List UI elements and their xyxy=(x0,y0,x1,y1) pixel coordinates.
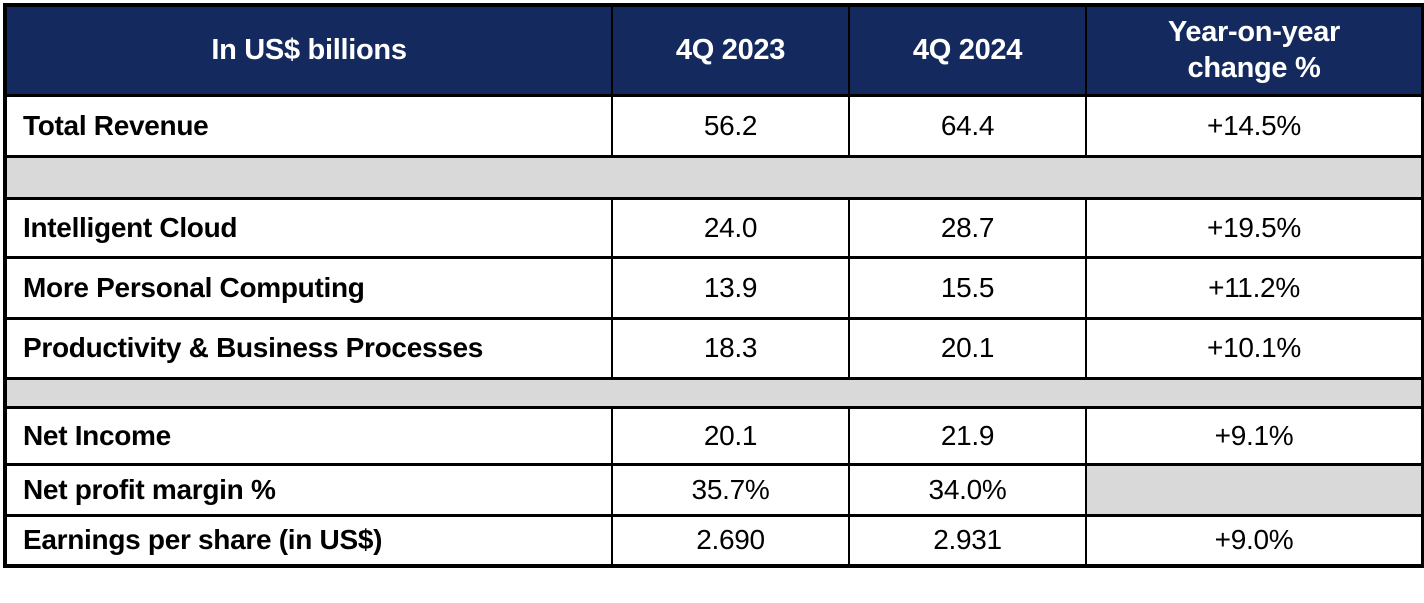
header-yoy-change-label: Year-on-year change % xyxy=(1167,16,1341,85)
header-4q2024: 4Q 2024 xyxy=(848,3,1087,97)
cell-intelligent-cloud-4q2024: 28.7 xyxy=(848,196,1087,259)
spacer-row xyxy=(4,376,1424,409)
row-label-net-income: Net Income xyxy=(4,405,613,466)
cell-earnings-per-share-yoy: +9.0% xyxy=(1085,513,1424,568)
cell-intelligent-cloud-yoy: +19.5% xyxy=(1085,196,1424,259)
cell-net-income-4q2024: 21.9 xyxy=(848,405,1087,466)
header-4q2023: 4Q 2023 xyxy=(611,3,850,97)
row-label-more-personal-computing: More Personal Computing xyxy=(4,255,613,320)
cell-productivity-business-processes-yoy: +10.1% xyxy=(1085,316,1424,380)
row-total-revenue: Total Revenue 56.2 64.4 +14.5% xyxy=(4,93,1424,158)
header-yoy-change: Year-on-year change % xyxy=(1085,3,1424,97)
cell-total-revenue-4q2024: 64.4 xyxy=(848,93,1087,158)
cell-net-profit-margin-4q2024: 34.0% xyxy=(848,462,1087,517)
cell-net-profit-margin-4q2023: 35.7% xyxy=(611,462,850,517)
spacer-band xyxy=(4,376,1424,409)
row-net-profit-margin: Net profit margin % 35.7% 34.0% xyxy=(4,462,1424,517)
cell-more-personal-computing-4q2023: 13.9 xyxy=(611,255,850,320)
cell-intelligent-cloud-4q2023: 24.0 xyxy=(611,196,850,259)
cell-net-income-yoy: +9.1% xyxy=(1085,405,1424,466)
cell-earnings-per-share-4q2023: 2.690 xyxy=(611,513,850,568)
row-label-productivity-business-processes: Productivity & Business Processes xyxy=(4,316,613,380)
row-label-net-profit-margin: Net profit margin % xyxy=(4,462,613,517)
cell-productivity-business-processes-4q2024: 20.1 xyxy=(848,316,1087,380)
cell-productivity-business-processes-4q2023: 18.3 xyxy=(611,316,850,380)
cell-total-revenue-yoy: +14.5% xyxy=(1085,93,1424,158)
row-label-total-revenue: Total Revenue xyxy=(4,93,613,158)
row-more-personal-computing: More Personal Computing 13.9 15.5 +11.2% xyxy=(4,255,1424,320)
row-intelligent-cloud: Intelligent Cloud 24.0 28.7 +19.5% xyxy=(4,196,1424,259)
quarterly-results-table: In US$ billions 4Q 2023 4Q 2024 Year-on-… xyxy=(3,3,1424,568)
row-net-income: Net Income 20.1 21.9 +9.1% xyxy=(4,405,1424,466)
cell-net-profit-margin-yoy-blank xyxy=(1085,462,1424,517)
cell-total-revenue-4q2023: 56.2 xyxy=(611,93,850,158)
header-metric-label: In US$ billions xyxy=(4,3,613,97)
cell-more-personal-computing-yoy: +11.2% xyxy=(1085,255,1424,320)
cell-more-personal-computing-4q2024: 15.5 xyxy=(848,255,1087,320)
spacer-row xyxy=(4,154,1424,200)
row-label-earnings-per-share: Earnings per share (in US$) xyxy=(4,513,613,568)
cell-earnings-per-share-4q2024: 2.931 xyxy=(848,513,1087,568)
row-label-intelligent-cloud: Intelligent Cloud xyxy=(4,196,613,259)
cell-net-income-4q2023: 20.1 xyxy=(611,405,850,466)
row-earnings-per-share: Earnings per share (in US$) 2.690 2.931 … xyxy=(4,513,1424,568)
header-row: In US$ billions 4Q 2023 4Q 2024 Year-on-… xyxy=(4,3,1424,97)
row-productivity-business-processes: Productivity & Business Processes 18.3 2… xyxy=(4,316,1424,380)
spacer-band xyxy=(4,154,1424,200)
